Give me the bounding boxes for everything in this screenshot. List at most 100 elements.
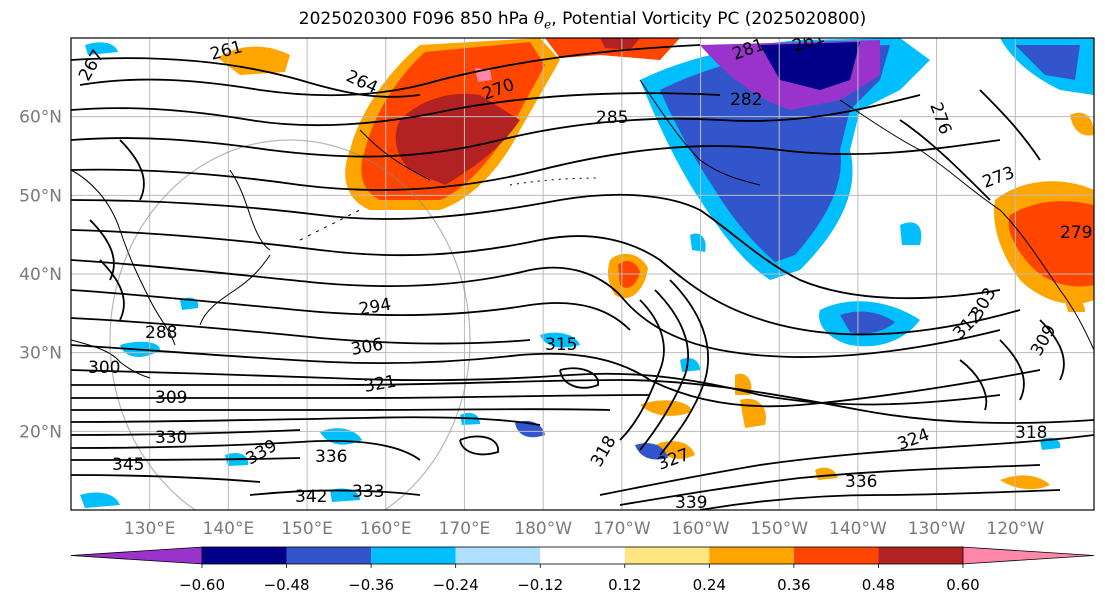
theta-e-contour xyxy=(71,344,1041,408)
colorbar-tick-label: 0.24 xyxy=(693,576,726,594)
contour-label: 339 xyxy=(675,493,707,513)
theta-e-contour xyxy=(699,489,1061,510)
longitude-labels: 130°E 140°E 150°E 160°E 170°E 180°W 170°W 160°W… xyxy=(124,519,1045,539)
map-frame xyxy=(70,37,1095,511)
contour-label-group: 330 xyxy=(155,428,187,448)
contour-label-group: 288 xyxy=(145,323,177,343)
theta-e-contour xyxy=(959,359,988,411)
colorbar-tick-label: −0.24 xyxy=(433,576,479,594)
coastlines xyxy=(71,79,1094,379)
longitude-label: 120°W xyxy=(986,519,1044,539)
contour-label: 333 xyxy=(352,482,384,502)
contour-label-group: 336 xyxy=(845,472,877,492)
colorbar-segment xyxy=(202,547,287,564)
longitude-label: 170°E xyxy=(439,519,491,539)
pv-positive-region xyxy=(1065,298,1085,312)
theta-e-contour xyxy=(899,119,991,201)
longitude-label: 130°E xyxy=(124,519,176,539)
longitude-label: 140°W xyxy=(829,519,887,539)
theta-e-contour xyxy=(71,379,1094,424)
longitude-label: 170°W xyxy=(593,519,651,539)
longitude-label: 130°W xyxy=(908,519,966,539)
pv-negative-region xyxy=(1015,45,1080,80)
longitude-label: 160°E xyxy=(360,519,412,539)
contour-label: 315 xyxy=(545,335,577,355)
latitude-label: 20°N xyxy=(19,422,62,442)
theta-e-contour xyxy=(71,474,261,483)
colorbar-tick-label: 0.60 xyxy=(946,576,979,594)
theta-e-contour xyxy=(999,339,1025,401)
contour-label: 282 xyxy=(730,90,762,110)
theta-e-contour xyxy=(119,139,145,201)
colorbar-segment xyxy=(624,547,710,564)
theta-e-contour xyxy=(71,259,1001,358)
colorbar-extend-high xyxy=(961,546,1095,565)
theta-e-contour xyxy=(79,44,701,97)
longitude-label: 180°W xyxy=(514,519,572,539)
contour-label: 342 xyxy=(295,487,327,507)
contour-label: 285 xyxy=(596,108,628,128)
contour-label: 309 xyxy=(155,388,187,408)
colorbar-extend-low xyxy=(70,546,204,565)
theta-e-contour xyxy=(71,416,541,426)
contour-label-group: 300 xyxy=(88,358,120,378)
contour-label-group: 279 xyxy=(1060,223,1092,243)
theta-e-contours xyxy=(71,44,1094,510)
colorbar xyxy=(70,546,1095,565)
pv-positive-region xyxy=(1008,201,1094,287)
colorbar-outline xyxy=(201,546,964,565)
pv-negative-region xyxy=(680,358,700,372)
colorbar-tick-label: −0.48 xyxy=(264,576,310,594)
contour-label-group: 315 xyxy=(545,335,577,355)
pv-negative-region xyxy=(85,42,118,55)
contour-label-group: 339 xyxy=(675,493,707,513)
theta-e-contour xyxy=(71,369,1001,406)
contour-label-group: 333 xyxy=(352,482,384,502)
pv-negative-region xyxy=(840,311,895,334)
colorbar-tick-label: 0.36 xyxy=(777,576,810,594)
colorbar-tick-label: −0.12 xyxy=(517,576,563,594)
longitude-label: 150°E xyxy=(281,519,333,539)
theta-e-contour xyxy=(71,408,611,411)
contour-label-group: 282 xyxy=(730,90,762,110)
contour-label: 336 xyxy=(315,447,347,467)
theta-e-contour xyxy=(71,94,921,158)
longitude-label: 150°W xyxy=(750,519,808,539)
contour-label: 279 xyxy=(1060,223,1092,243)
theta-e-contour xyxy=(71,429,301,436)
contour-label: 336 xyxy=(845,472,877,492)
theta-e-contour xyxy=(459,435,499,456)
pv-negative-region xyxy=(330,488,360,502)
contour-label: 330 xyxy=(155,428,187,448)
colorbar-segment xyxy=(793,547,879,564)
theta-e-contour xyxy=(99,259,125,321)
latitude-label: 40°N xyxy=(19,265,62,285)
contour-label-group: 285 xyxy=(596,108,628,128)
colorbar-segment xyxy=(709,547,794,564)
contour-label-group: 336 xyxy=(315,447,347,467)
contour-label-group: 342 xyxy=(295,487,327,507)
theta-e-contour xyxy=(979,89,1041,161)
pv-negative-region xyxy=(80,492,120,508)
longitude-label: 140°E xyxy=(203,519,255,539)
theta-e-contour xyxy=(599,434,1094,496)
pv-positive-region xyxy=(1070,112,1094,136)
theta-e-contour xyxy=(619,299,665,441)
colorbar-segment xyxy=(455,547,541,564)
theta-e-contour xyxy=(71,457,301,461)
theta-e-contour xyxy=(71,229,1021,336)
pv-positive-region xyxy=(600,38,640,50)
longitude-label: 160°W xyxy=(672,519,730,539)
pv-negative-region xyxy=(760,42,860,90)
colorbar-segment xyxy=(371,547,456,564)
latitude-label: 30°N xyxy=(19,344,62,364)
theta-e-contour xyxy=(71,289,631,331)
pv-negative-region xyxy=(690,233,706,252)
theta-e-contour xyxy=(619,464,1041,506)
theta-e-contour xyxy=(71,57,421,98)
colorbar-segment xyxy=(878,547,963,564)
colorbar-segment xyxy=(540,547,625,564)
contour-label-group: 345 xyxy=(112,455,144,475)
pv-positive-region xyxy=(218,46,290,75)
theta-e-contour xyxy=(71,394,651,399)
